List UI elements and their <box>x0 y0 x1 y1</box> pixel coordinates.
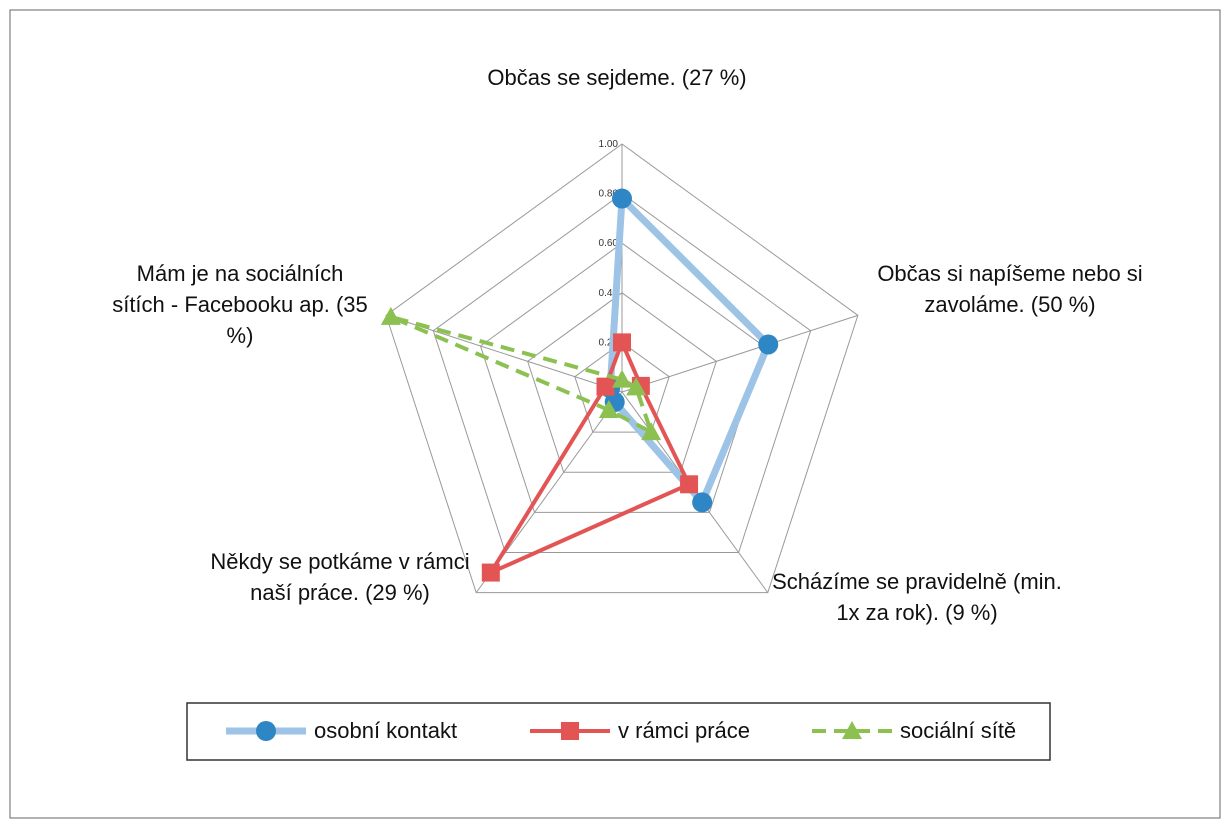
legend-box <box>186 702 1051 761</box>
grid-ring <box>574 341 670 433</box>
r-tick-label: 0.60 <box>599 238 619 249</box>
marker <box>842 721 862 739</box>
category-label: Občas se sejdeme. (27 %) <box>487 65 747 90</box>
category-label: Scházíme se pravidelně (min. 1x za rok).… <box>772 569 1062 625</box>
marker <box>561 722 579 740</box>
frame <box>9 9 1221 819</box>
marker <box>598 400 619 419</box>
category-label: Občas si napíšeme nebo si zavoláme. (50 … <box>877 261 1143 317</box>
marker <box>680 475 699 494</box>
grid-ring <box>432 192 812 554</box>
marker <box>626 377 647 396</box>
marker <box>380 306 401 325</box>
category-label: Mám je na sociálních sítích - Facebooku … <box>112 261 368 348</box>
series <box>380 306 662 441</box>
series-line <box>606 195 772 506</box>
marker <box>596 377 615 396</box>
spoke <box>621 314 859 393</box>
marker <box>613 333 631 352</box>
marker <box>692 492 713 513</box>
legend-label: osobní kontakt <box>314 718 457 743</box>
category-label: Někdy se potkáme v rámci naší práce. (29… <box>210 549 470 605</box>
legend-label: v rámci práce <box>618 718 750 743</box>
grid-ring <box>527 292 717 473</box>
r-tick-label: 0.80 <box>599 189 619 200</box>
marker <box>641 422 662 441</box>
marker <box>612 369 632 388</box>
marker <box>612 188 632 209</box>
r-tick-label: 0.20 <box>599 337 619 348</box>
r-tick-label: 0.40 <box>599 288 619 299</box>
legend-label: sociální sítě <box>900 718 1016 743</box>
r-tick-label: 1.00 <box>599 139 619 150</box>
marker <box>758 334 779 355</box>
grid-ring <box>385 143 859 594</box>
marker <box>256 721 276 741</box>
marker <box>481 563 500 582</box>
series <box>481 333 699 582</box>
